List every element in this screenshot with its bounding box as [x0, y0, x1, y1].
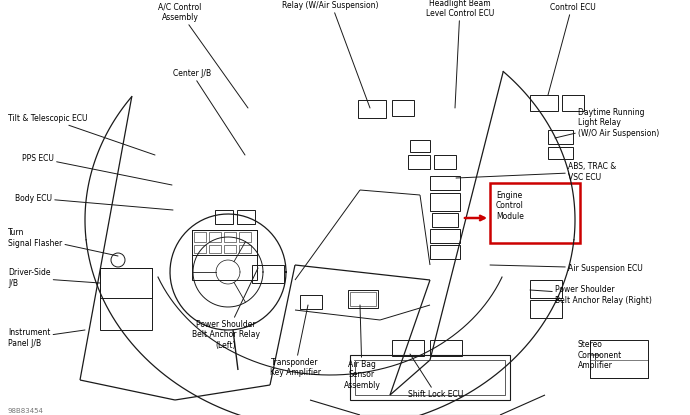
Text: Wireless Door Lock
Control ECU: Wireless Door Lock Control ECU — [537, 0, 609, 95]
Bar — [590, 360, 648, 378]
Bar — [548, 147, 573, 159]
Bar — [192, 230, 257, 255]
Bar — [300, 295, 322, 309]
Text: Turn
Signal Flasher: Turn Signal Flasher — [8, 228, 118, 256]
Bar — [194, 232, 206, 242]
Bar — [590, 340, 648, 378]
Bar — [355, 360, 505, 395]
Text: Air Bag
Sensor
Assembly: Air Bag Sensor Assembly — [344, 305, 380, 390]
Bar — [237, 210, 255, 224]
Bar — [430, 229, 460, 243]
Bar — [358, 100, 386, 118]
Bar — [224, 245, 236, 253]
Text: Instrument
Panel J/B: Instrument Panel J/B — [8, 328, 85, 348]
Text: Body ECU: Body ECU — [15, 193, 173, 210]
Bar — [252, 265, 284, 283]
Bar — [100, 268, 152, 298]
Text: Engine
Control
Module: Engine Control Module — [496, 191, 524, 221]
Bar — [209, 232, 221, 242]
Bar — [432, 213, 458, 227]
Text: Driver-Side
J/B: Driver-Side J/B — [8, 269, 100, 288]
Bar — [530, 280, 562, 298]
Text: Power Shoulder
Belt Anchor Relay (Right): Power Shoulder Belt Anchor Relay (Right) — [530, 285, 652, 305]
Bar — [430, 245, 460, 259]
Bar — [224, 232, 236, 242]
Bar — [348, 290, 378, 308]
Text: ABS, TRAC &
VSC ECU: ABS, TRAC & VSC ECU — [456, 162, 616, 182]
Bar — [194, 245, 206, 253]
Bar — [430, 340, 462, 356]
Bar — [350, 355, 510, 400]
Text: Tilt & Telescopic ECU: Tilt & Telescopic ECU — [8, 113, 155, 155]
Bar — [430, 176, 460, 190]
Text: Transponder
Key Amplifier: Transponder Key Amplifier — [270, 305, 320, 377]
Bar — [239, 232, 251, 242]
Text: Headlight Beam
Level Control ECU: Headlight Beam Level Control ECU — [426, 0, 494, 108]
Bar — [490, 183, 580, 243]
Bar — [350, 292, 376, 306]
Text: Shift Lock ECU: Shift Lock ECU — [408, 354, 464, 399]
Text: Daytime Running
Light Relay
(W/O Air Suspension): Daytime Running Light Relay (W/O Air Sus… — [555, 108, 659, 138]
Bar — [392, 340, 424, 356]
Text: Daytime Running Light
Relay (W/Air Suspension): Daytime Running Light Relay (W/Air Suspe… — [282, 0, 378, 108]
Bar — [548, 130, 573, 144]
Bar — [209, 245, 221, 253]
Text: Center J/B: Center J/B — [173, 69, 245, 155]
Text: Air Suspension ECU: Air Suspension ECU — [490, 264, 643, 273]
Text: Stereo
Component
Amplifier: Stereo Component Amplifier — [578, 340, 622, 370]
Bar — [430, 193, 460, 211]
Bar — [215, 210, 233, 224]
Bar — [100, 268, 152, 330]
Bar — [530, 95, 558, 111]
Bar — [530, 300, 562, 318]
Text: 98B83454: 98B83454 — [8, 408, 44, 414]
Text: PPS ECU: PPS ECU — [22, 154, 172, 185]
Bar — [434, 155, 456, 169]
Text: Power Shoulder
Belt Anchor Relay
(Left): Power Shoulder Belt Anchor Relay (Left) — [192, 268, 260, 350]
Bar — [239, 245, 251, 253]
Bar — [392, 100, 414, 116]
Bar — [192, 230, 257, 280]
Bar — [410, 140, 430, 152]
Bar — [408, 155, 430, 169]
Text: A/C Control
Assembly: A/C Control Assembly — [158, 2, 248, 108]
Bar — [562, 95, 584, 111]
